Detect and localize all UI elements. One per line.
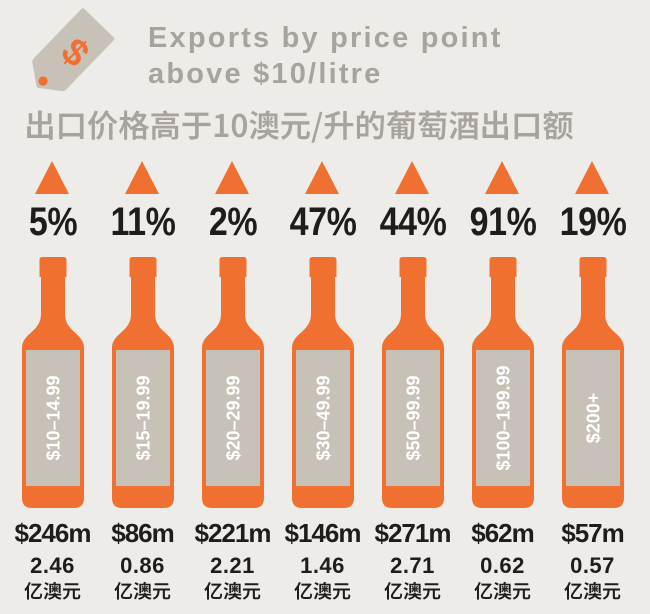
svg-text:$30–49.99: $30–49.99 [313,375,333,460]
svg-text:$15–19.99: $15–19.99 [133,375,153,460]
svg-text:$10–14.99: $10–14.99 [43,375,63,460]
svg-text:$100–199.99: $100–199.99 [493,365,513,470]
svg-text:$20–29.99: $20–29.99 [223,375,243,460]
svg-text:$200+: $200+ [583,393,603,444]
svg-text:$50–99.99: $50–99.99 [403,375,423,460]
